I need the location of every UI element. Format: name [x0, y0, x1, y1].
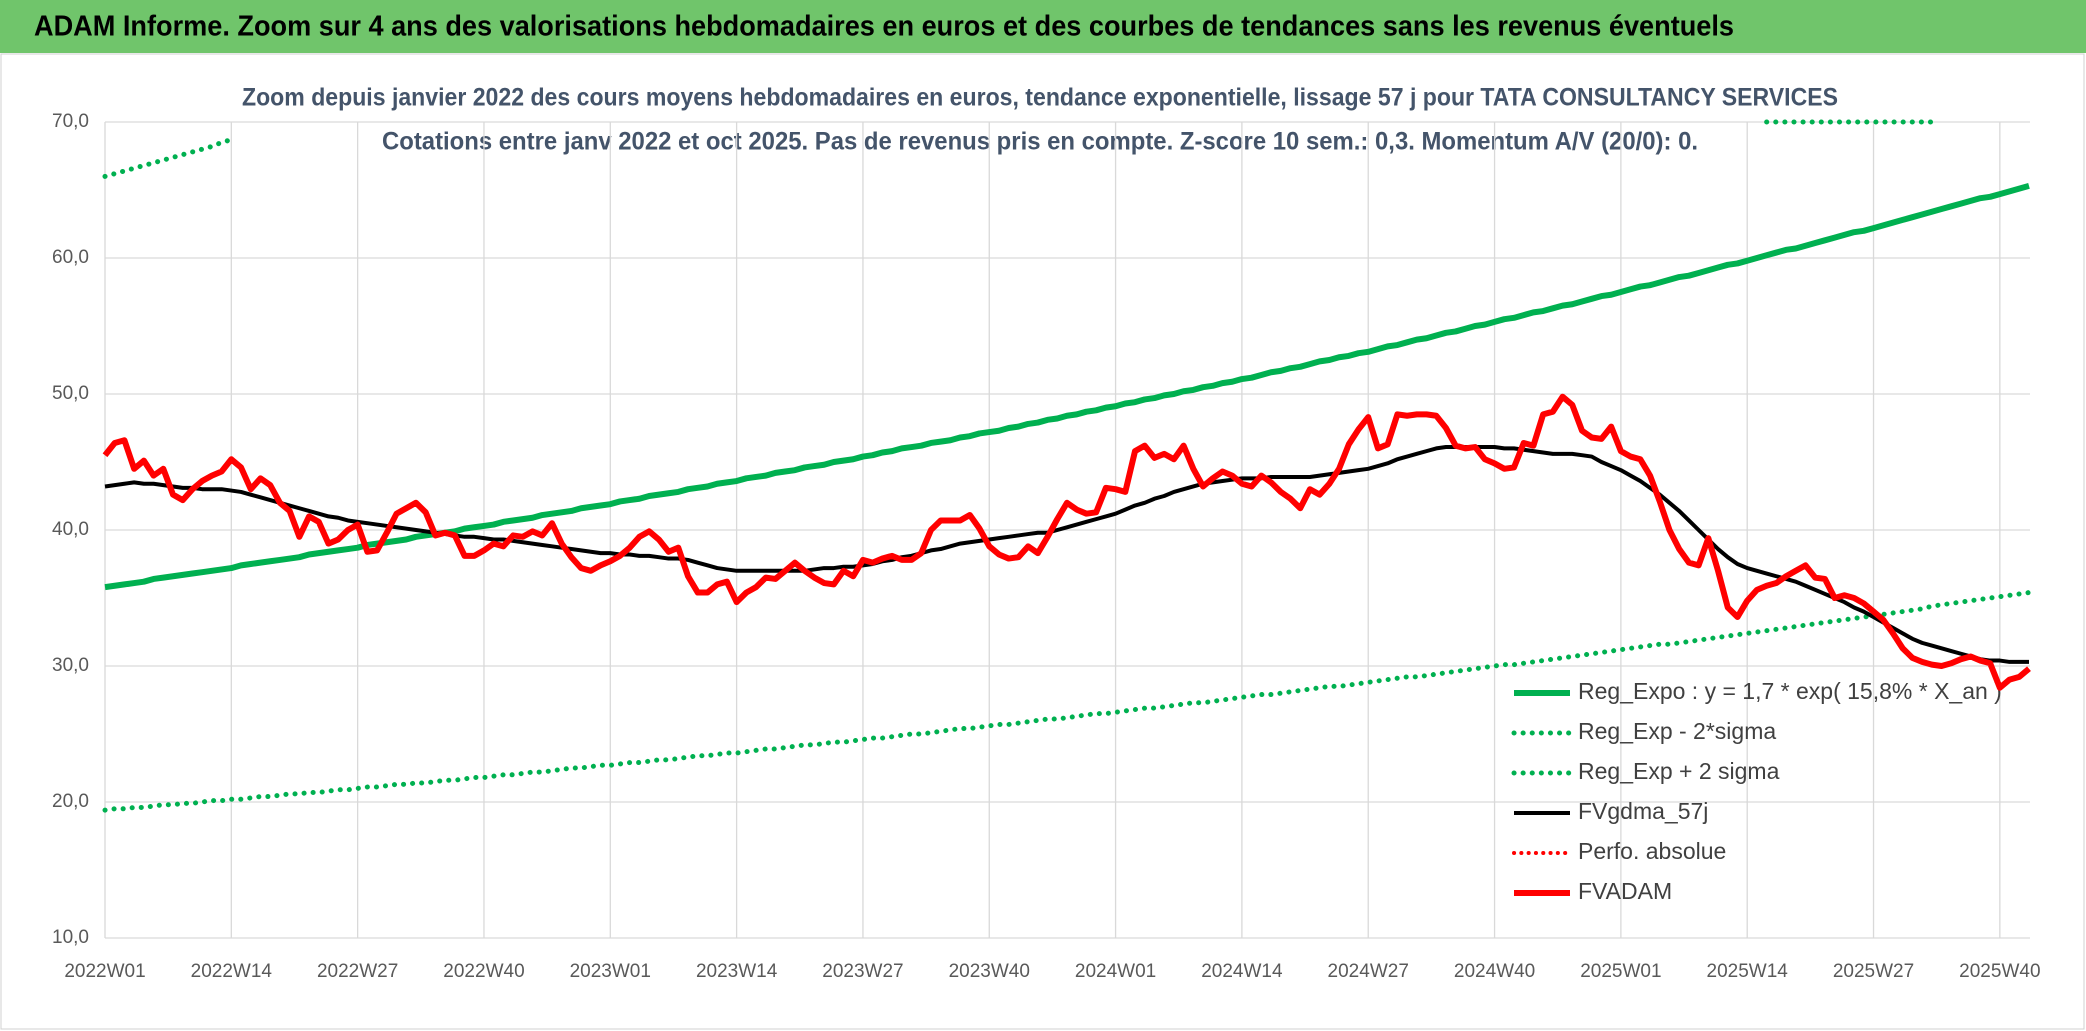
x-tick-label: 2024W01	[1075, 961, 1156, 982]
chart-title: Zoom depuis janvier 2022 des cours moyen…	[242, 84, 1838, 112]
x-tick-label: 2025W40	[1959, 961, 2040, 982]
x-tick-label: 2023W40	[949, 961, 1030, 982]
series-line	[104, 445, 2029, 664]
series-line	[102, 393, 2031, 691]
legend-label: FVgdma_57j	[1578, 798, 1708, 824]
y-tick-label: 40,0	[52, 519, 89, 540]
legend-label: Perfo. absolue	[1578, 838, 1726, 864]
legend-label: Reg_Exp - 2*sigma	[1578, 718, 1776, 744]
header-bar	[0, 0, 2086, 53]
y-tick-label: 10,0	[52, 927, 89, 948]
legend-label: Reg_Expo : y = 1,7 * exp( 15,8% * X_an )	[1578, 678, 2002, 704]
y-tick-label: 60,0	[52, 247, 89, 268]
x-tick-label: 2024W27	[1328, 961, 1409, 982]
y-tick-label: 20,0	[52, 791, 89, 812]
x-tick-label: 2022W40	[443, 961, 524, 982]
legend-label: FVADAM	[1578, 878, 1672, 904]
x-tick-label: 2023W27	[822, 961, 903, 982]
x-tick-label: 2022W14	[191, 961, 273, 982]
series-line	[102, 119, 1935, 179]
series-line	[104, 183, 2030, 591]
x-tick-label: 2025W01	[1580, 961, 1661, 982]
x-tick-label: 2025W27	[1833, 961, 1914, 982]
y-tick-label: 30,0	[52, 655, 89, 676]
plot-area	[102, 119, 2032, 813]
x-tick-label: 2025W14	[1707, 961, 1789, 982]
x-tick-label: 2024W40	[1454, 961, 1535, 982]
y-tick-label: 50,0	[52, 383, 89, 404]
x-tick-label: 2023W01	[570, 961, 651, 982]
x-tick-label: 2022W01	[64, 961, 145, 982]
x-tick-label: 2023W14	[696, 961, 778, 982]
x-tick-label: 2022W27	[317, 961, 398, 982]
header-title: ADAM Informe. Zoom sur 4 ans des valoris…	[34, 11, 1734, 43]
x-tick-label: 2024W14	[1201, 961, 1283, 982]
chart-subtitle: Cotations entre janv 2022 et oct 2025. P…	[382, 128, 1698, 156]
y-tick-label: 70,0	[52, 111, 89, 132]
legend-label: Reg_Exp + 2 sigma	[1578, 758, 1780, 784]
chart-frame	[0, 53, 2085, 1030]
